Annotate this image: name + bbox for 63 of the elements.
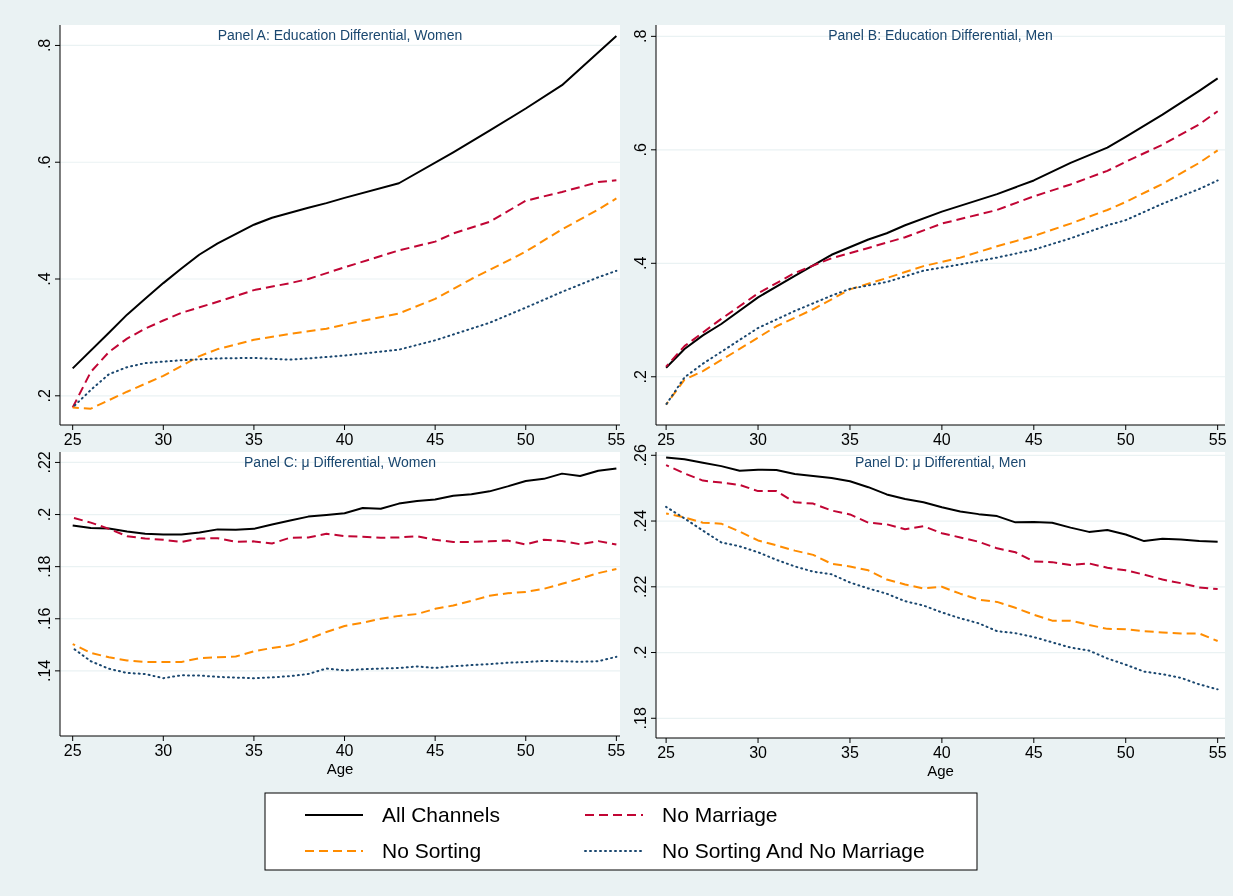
line-series: [71, 516, 618, 546]
y-tick-label: .16: [36, 607, 53, 630]
y-tick-label: .2: [36, 389, 53, 403]
y-tick-label: .8: [632, 29, 649, 44]
y-tick-label: .14: [36, 659, 53, 682]
x-axis-title: Age: [927, 762, 954, 779]
legend-label: No Sorting And No Marriage: [662, 839, 925, 862]
x-tick-label: 30: [154, 431, 173, 448]
y-tick-label: .22: [632, 575, 649, 598]
y-tick-label: .8: [36, 38, 53, 53]
x-tick-label: 55: [1208, 744, 1227, 761]
line-series: [665, 505, 1219, 691]
x-tick-label: 55: [607, 431, 626, 448]
y-tick-label: .2: [632, 370, 649, 384]
x-tick-label: 30: [749, 744, 768, 761]
x-tick-label: 35: [841, 744, 859, 761]
x-axis-title: Age: [326, 760, 354, 777]
chart-title: Panel C: μ Differential, Women: [244, 454, 436, 470]
line-series: [665, 456, 1219, 543]
x-tick-label: 45: [1024, 744, 1043, 761]
y-tick-label: .2: [36, 507, 53, 522]
chart-title: Panel B: Education Differential, Men: [828, 27, 1053, 43]
chart-title: Panel D: μ Differential, Men: [854, 454, 1027, 470]
x-tick-label: 25: [657, 431, 676, 448]
x-tick-label: 40: [932, 431, 951, 448]
x-tick-label: 50: [1116, 431, 1135, 448]
x-tick-label: 40: [335, 431, 354, 448]
x-tick-label: 35: [245, 431, 263, 448]
x-tick-label: 45: [426, 431, 445, 448]
x-tick-label: 25: [657, 744, 676, 761]
x-tick-label: 30: [749, 431, 768, 448]
x-tick-label: 25: [63, 431, 82, 448]
y-tick-label: .2: [632, 645, 649, 660]
x-tick-label: 50: [1116, 744, 1135, 761]
y-tick-label: .22: [36, 451, 53, 474]
y-tick-label: .26: [632, 444, 649, 467]
y-tick-label: .24: [632, 509, 649, 533]
y-tick-label: .18: [36, 555, 53, 578]
x-tick-label: 35: [245, 742, 263, 759]
line-series: [71, 646, 618, 680]
chart-title: Panel A: Education Differential, Women: [217, 27, 463, 43]
x-tick-label: 55: [607, 742, 626, 759]
x-tick-label: 40: [932, 744, 951, 761]
x-tick-label: 45: [426, 742, 445, 759]
y-tick-label: .4: [36, 272, 53, 286]
y-tick-label: .18: [632, 707, 649, 730]
line-series: [71, 269, 618, 409]
legend-label: No Marriage: [662, 803, 778, 826]
x-tick-label: 45: [1024, 431, 1043, 448]
x-tick-label: 55: [1208, 431, 1227, 448]
x-tick-label: 40: [335, 742, 354, 759]
x-tick-label: 35: [841, 431, 859, 448]
legend-label: All Channels: [382, 803, 500, 826]
x-tick-label: 50: [516, 431, 535, 448]
line-series: [71, 567, 618, 663]
y-tick-label: .6: [36, 155, 53, 169]
y-tick-label: .6: [632, 143, 649, 157]
x-tick-label: 50: [516, 742, 535, 759]
x-tick-label: 25: [63, 742, 82, 759]
legend-label: No Sorting: [382, 839, 482, 862]
y-tick-label: .4: [632, 256, 649, 270]
x-tick-label: 30: [154, 742, 173, 759]
line-series: [665, 512, 1219, 643]
